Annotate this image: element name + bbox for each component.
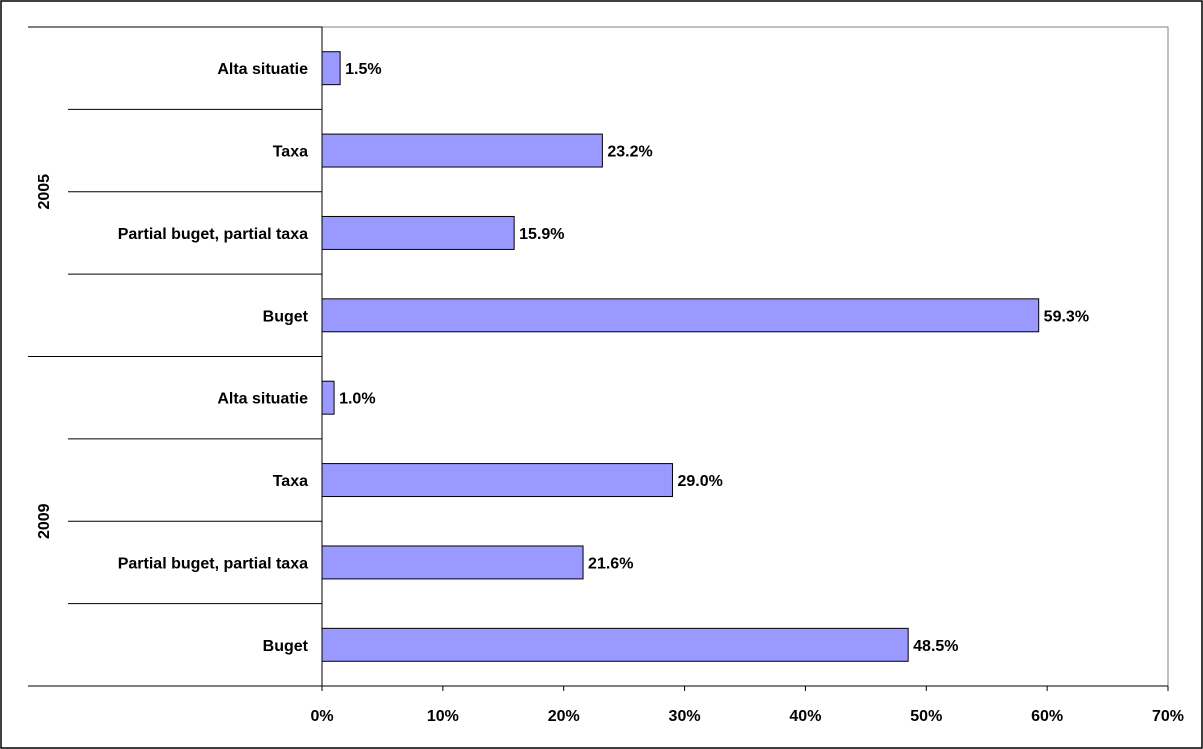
group-label: 2009 [36, 503, 53, 539]
data-label: 15.9% [519, 226, 564, 243]
x-tick-label: 30% [669, 708, 701, 725]
data-label: 1.5% [345, 61, 381, 78]
bar [321, 51, 341, 86]
data-label: 23.2% [607, 144, 652, 161]
data-label: 48.5% [913, 638, 958, 655]
x-tick-label: 0% [310, 708, 333, 725]
x-tick-label: 10% [427, 708, 459, 725]
bar [321, 133, 603, 168]
x-tick-label: 40% [789, 708, 821, 725]
bar [321, 545, 584, 580]
group-label: 2005 [36, 174, 53, 210]
x-tick-label: 60% [1031, 708, 1063, 725]
bar [321, 463, 673, 498]
data-label: 29.0% [677, 473, 722, 490]
category-label: Buget [263, 308, 309, 325]
category-label: Taxa [273, 144, 308, 161]
x-tick-label: 20% [548, 708, 580, 725]
category-label: Alta situatie [217, 61, 308, 78]
x-tick-label: 50% [910, 708, 942, 725]
category-label: Buget [263, 638, 309, 655]
category-label: Partial buget, partial taxa [118, 555, 308, 572]
category-label: Partial buget, partial taxa [118, 226, 308, 243]
data-label: 1.0% [339, 391, 375, 408]
plot-area: 1.5% Alta situatie 23.2% Taxa 15.9% Partial b… [28, 26, 1184, 725]
category-label: Taxa [273, 473, 308, 490]
bar [321, 298, 1040, 333]
bar [321, 380, 335, 415]
plot-frame [322, 26, 1169, 686]
bar [321, 215, 515, 250]
x-tick-label: 70% [1152, 708, 1184, 725]
bar [321, 627, 909, 662]
data-label: 21.6% [588, 555, 633, 572]
category-label: Alta situatie [217, 391, 308, 408]
data-label: 59.3% [1044, 308, 1089, 325]
